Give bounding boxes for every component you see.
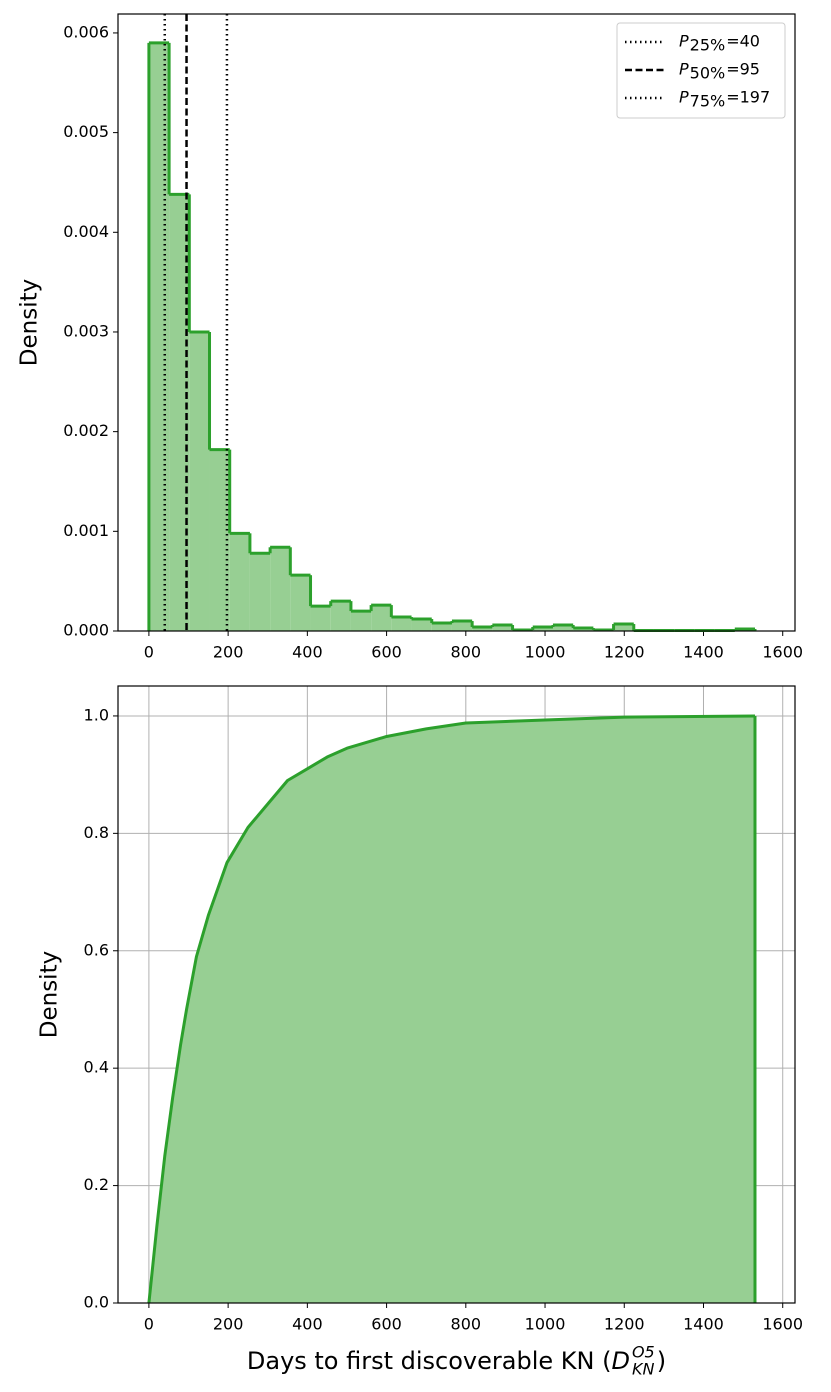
x-tick-label: 0 bbox=[144, 1315, 154, 1334]
legend-subscript: 50% bbox=[690, 64, 726, 83]
legend-box bbox=[616, 22, 786, 119]
bar bbox=[189, 331, 210, 631]
bar bbox=[209, 449, 230, 631]
bar bbox=[552, 625, 574, 631]
legend-symbol: P bbox=[679, 32, 689, 51]
y-tick-label: 0.002 bbox=[63, 421, 109, 440]
y-tick-label: 0.8 bbox=[84, 823, 109, 842]
area-fill bbox=[148, 715, 755, 1303]
legend-label: =95 bbox=[726, 60, 760, 79]
axes-frame bbox=[117, 13, 796, 632]
x-tick-label: 800 bbox=[451, 643, 482, 662]
legend-symbol: P bbox=[679, 88, 689, 107]
y-tick-label: 0.0 bbox=[84, 1293, 109, 1312]
x-tick-label: 0 bbox=[144, 643, 154, 662]
x-tick-label: 1000 bbox=[525, 643, 566, 662]
bar bbox=[451, 621, 473, 631]
x-tick-label: 800 bbox=[451, 1315, 482, 1334]
axes-frame bbox=[117, 685, 796, 1304]
x-axis-label-close: ) bbox=[657, 1347, 666, 1375]
legend-label: =197 bbox=[726, 88, 770, 107]
legend-symbol: P bbox=[679, 60, 689, 79]
bar bbox=[532, 627, 553, 631]
x-tick-label: 400 bbox=[292, 1315, 323, 1334]
legend-label: =40 bbox=[726, 32, 760, 51]
bar bbox=[270, 547, 291, 631]
y-tick-label: 0.001 bbox=[63, 521, 109, 540]
y-tick-label: 1.0 bbox=[84, 705, 109, 724]
x-tick-label: 1400 bbox=[683, 1315, 724, 1334]
x-tick-label: 600 bbox=[371, 1315, 402, 1334]
bar bbox=[472, 627, 493, 631]
bar bbox=[330, 601, 351, 631]
x-axis-label-subscript: KN bbox=[632, 1360, 654, 1379]
y-tick-label: 0.000 bbox=[63, 621, 109, 640]
y-tick-label: 0.2 bbox=[84, 1175, 109, 1194]
y-tick-label: 0.003 bbox=[63, 321, 109, 340]
y-tick-label: 0.005 bbox=[63, 122, 109, 141]
bar bbox=[613, 624, 634, 631]
bar bbox=[492, 625, 513, 631]
x-tick-label: 1600 bbox=[762, 643, 803, 662]
x-tick-label: 1400 bbox=[683, 643, 724, 662]
x-tick-label: 1000 bbox=[525, 1315, 566, 1334]
y-tick-label: 0.4 bbox=[84, 1058, 109, 1077]
bar bbox=[350, 611, 372, 631]
x-tick-label: 1200 bbox=[604, 1315, 645, 1334]
bar bbox=[411, 619, 432, 631]
bar bbox=[371, 605, 392, 631]
legend-subscript: 75% bbox=[690, 92, 726, 111]
y-tick-label: 0.6 bbox=[84, 940, 109, 959]
x-tick-label: 1600 bbox=[762, 1315, 803, 1334]
legend-subscript: 25% bbox=[690, 36, 726, 55]
bar bbox=[290, 575, 311, 631]
x-tick-label: 1200 bbox=[604, 643, 645, 662]
bar bbox=[431, 623, 452, 631]
y-tick-label: 0.006 bbox=[63, 22, 109, 41]
bar bbox=[169, 194, 190, 631]
bar bbox=[249, 553, 271, 631]
bar bbox=[229, 533, 250, 631]
x-tick-label: 600 bbox=[371, 643, 402, 662]
y-axis-label: Density bbox=[37, 951, 63, 1038]
x-tick-label: 400 bbox=[292, 643, 323, 662]
cdf-line bbox=[147, 714, 756, 1304]
y-axis-label: Density bbox=[17, 279, 43, 366]
bar bbox=[391, 617, 412, 631]
bar bbox=[148, 42, 170, 631]
x-axis-label: Days to first discoverable KN ( bbox=[247, 1347, 612, 1375]
y-tick-label: 0.004 bbox=[63, 222, 109, 241]
bar bbox=[310, 606, 331, 631]
x-tick-label: 200 bbox=[213, 643, 244, 662]
x-tick-label: 200 bbox=[213, 1315, 244, 1334]
x-axis-label-superscript: O5 bbox=[632, 1343, 655, 1362]
x-axis-label-symbol: D bbox=[611, 1347, 629, 1375]
